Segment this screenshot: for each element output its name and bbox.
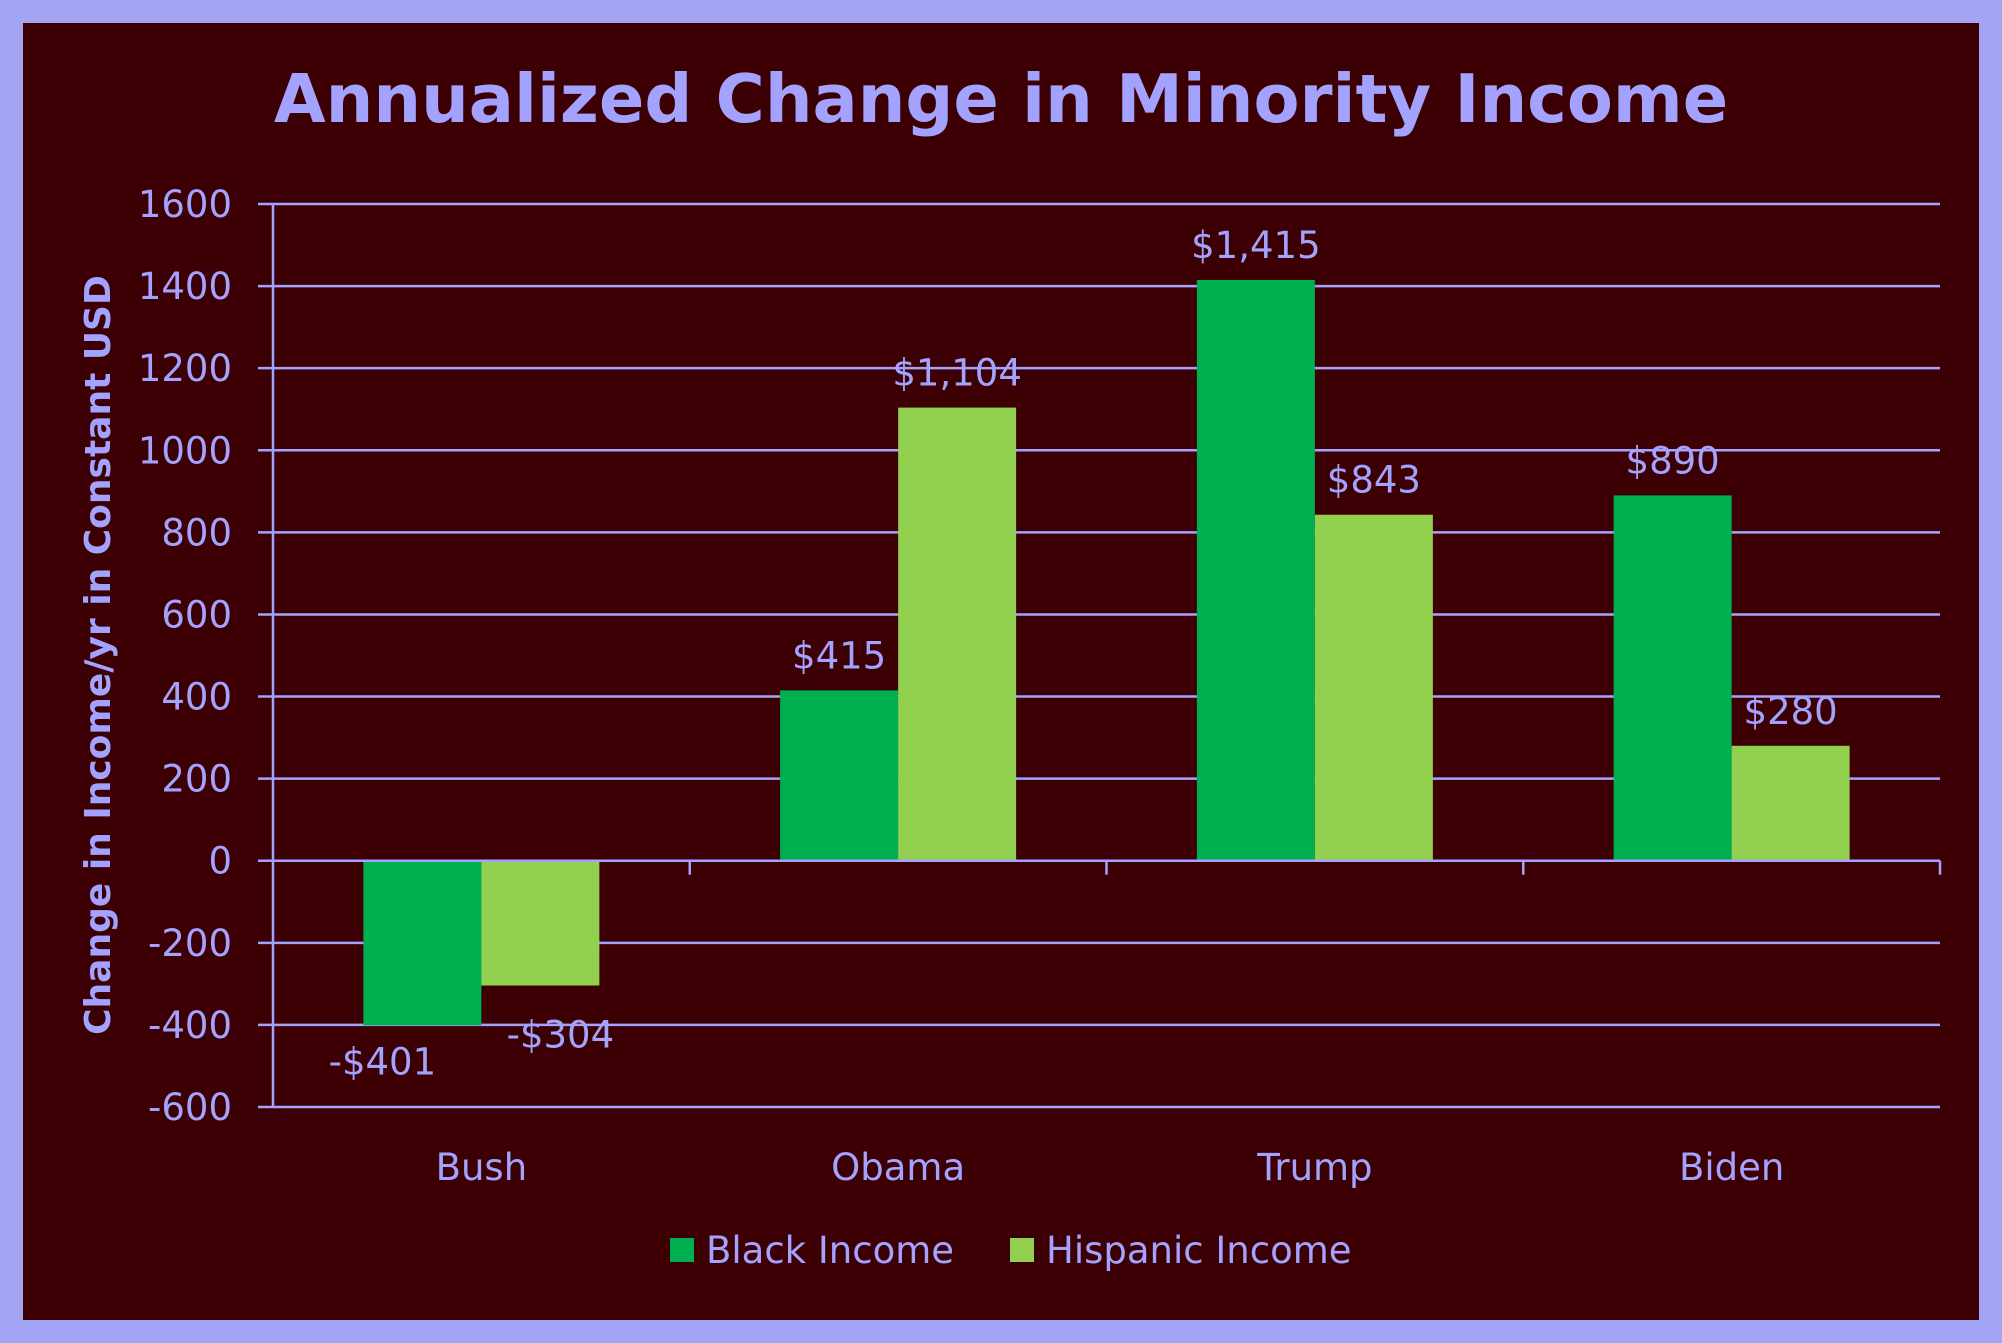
bars — [363, 279, 1850, 1026]
category-label: Bush — [436, 1146, 528, 1189]
axes — [271, 204, 1942, 1107]
data-labels: -$401 -$304 $415 $1,104 $1,415 $843 $890 $280 — [329, 224, 1838, 1083]
y-tick-label: 800 — [161, 511, 232, 554]
chart-title: Annualized Change in Minority Income — [274, 60, 1728, 138]
bar-hispanic-income — [1314, 514, 1433, 861]
data-label: $890 — [1626, 439, 1720, 482]
bar-black-income — [363, 860, 482, 1026]
bar-hispanic-income — [481, 860, 600, 986]
data-label: $1,415 — [1191, 224, 1320, 267]
category-labels: Bush Obama Trump Biden — [436, 1146, 1785, 1189]
legend-swatch — [1010, 1238, 1034, 1262]
category-label: Biden — [1679, 1146, 1784, 1189]
bar-black-income — [1196, 279, 1315, 861]
bar-hispanic-income — [1731, 745, 1850, 861]
legend: Black Income Hispanic Income — [670, 1229, 1352, 1272]
bar-black-income — [780, 690, 899, 861]
data-label: -$401 — [329, 1040, 437, 1083]
data-label: $843 — [1327, 459, 1421, 502]
y-tick-label: 600 — [161, 593, 232, 636]
y-tick-label: -600 — [148, 1086, 232, 1129]
data-label: $1,104 — [892, 352, 1021, 395]
legend-swatch — [670, 1238, 694, 1262]
bar-hispanic-income — [898, 407, 1017, 861]
y-tick-label: 1400 — [138, 265, 232, 308]
y-tick-label: 200 — [161, 758, 232, 801]
category-label: Obama — [831, 1146, 965, 1189]
data-label: $280 — [1744, 690, 1838, 733]
y-tick-label: -200 — [148, 922, 232, 965]
bar-black-income — [1613, 495, 1732, 861]
legend-label: Hispanic Income — [1046, 1229, 1352, 1272]
legend-label: Black Income — [706, 1229, 954, 1272]
y-tick-label: 1200 — [138, 347, 232, 390]
y-tick-label: -400 — [148, 1004, 232, 1047]
y-tick-label: 400 — [161, 676, 232, 719]
data-label: -$304 — [507, 1014, 615, 1057]
y-tick-label: 1000 — [138, 429, 232, 472]
y-tick-label: 1600 — [138, 183, 232, 226]
category-label: Trump — [1256, 1146, 1372, 1189]
y-axis-label: Change in Income/yr in Constant USD — [78, 275, 119, 1035]
y-tick-labels: 1600 1400 1200 1000 800 600 400 200 0 -200 -400 -60… — [138, 183, 232, 1129]
y-tick-label: 0 — [208, 840, 232, 883]
data-label: $415 — [792, 634, 886, 677]
